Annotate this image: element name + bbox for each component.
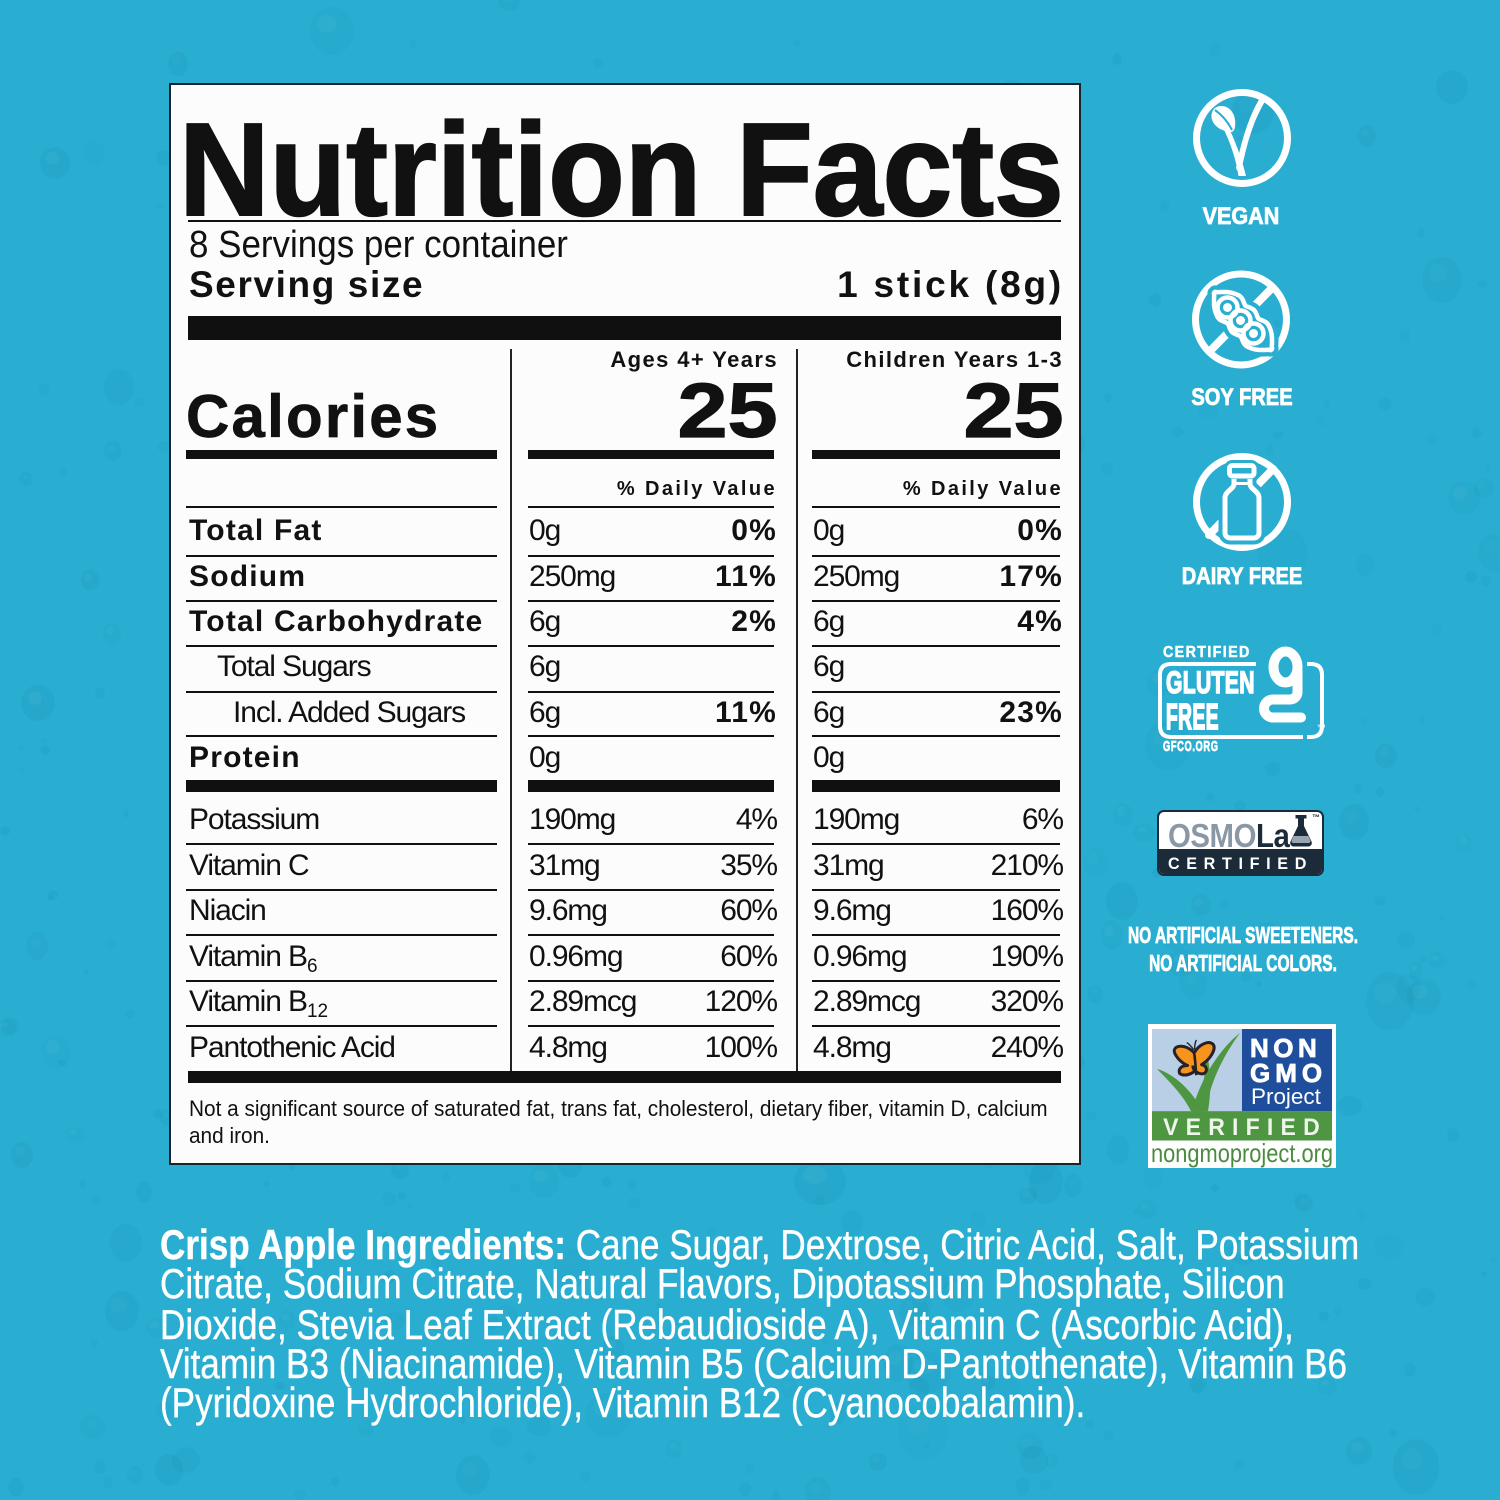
svg-text:™: ™ [1312, 813, 1320, 822]
svg-text:™: ™ [1317, 723, 1326, 733]
